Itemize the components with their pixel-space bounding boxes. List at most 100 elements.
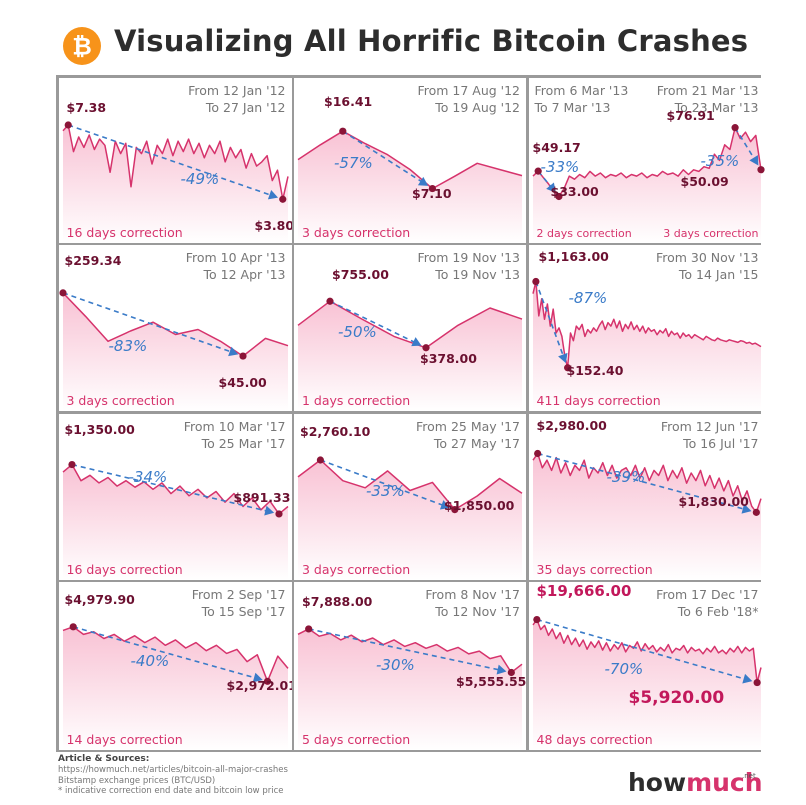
low-point-marker bbox=[753, 678, 761, 687]
bitcoin-logo-icon: ₿ bbox=[63, 27, 101, 65]
to-date: To 12 Nov '17 bbox=[435, 604, 520, 619]
date-range: From 30 Nov '13 To 14 Jan '15 bbox=[656, 249, 759, 283]
from-date: From 8 Nov '17 bbox=[425, 587, 520, 602]
price-area-fill bbox=[62, 124, 288, 243]
price-line bbox=[531, 126, 762, 197]
percent-change: -49% bbox=[180, 169, 220, 188]
low-price-label: $2,972.01 bbox=[226, 678, 292, 693]
to-date: To 25 Mar '17 bbox=[201, 435, 286, 451]
high-point-marker bbox=[534, 167, 542, 175]
date-range-1: From 6 Mar '13 To 7 Mar '13 bbox=[535, 82, 629, 116]
price-line bbox=[531, 618, 762, 684]
correction-arrowhead bbox=[263, 505, 274, 516]
high-price-label: $49.17 bbox=[532, 139, 581, 155]
percent-change: -33% bbox=[540, 157, 580, 176]
low-point-marker bbox=[563, 364, 571, 372]
percent-change: -34% bbox=[128, 467, 168, 486]
correction-arrowhead bbox=[545, 181, 556, 193]
correction-arrowhead bbox=[439, 499, 451, 509]
crash-panel-5: From 19 Nov '13 To 19 Nov '13 1 days corre… bbox=[294, 245, 526, 411]
price-area-fill bbox=[62, 292, 288, 411]
duration-label: 35 days correction bbox=[536, 561, 653, 577]
to-date: To 19 Nov '13 bbox=[435, 267, 520, 282]
price-line bbox=[297, 628, 523, 674]
high-point-marker bbox=[531, 277, 539, 286]
date-range: From 12 Jun '17 To 16 Jul '17 bbox=[661, 418, 759, 452]
correction-arrow-2 bbox=[733, 126, 756, 161]
source-line-url[interactable]: https://howmuch.net/articles/bitcoin-all… bbox=[58, 765, 288, 775]
duration-label-2: 3 days correction bbox=[663, 226, 759, 240]
price-area-fill bbox=[532, 619, 761, 750]
correction-arrowhead bbox=[411, 337, 422, 347]
crash-panel-3: From 6 Mar '13 To 7 Mar '13 From 21 Mar '1… bbox=[528, 77, 765, 243]
price-area-fill bbox=[62, 464, 288, 580]
howmuch-brand-logo: howmuch bbox=[628, 768, 763, 797]
high-point-marker bbox=[64, 120, 72, 129]
crash-chart-svg-10 bbox=[62, 623, 289, 750]
date-range: From 19 Nov '13 To 19 Nov '13 bbox=[417, 249, 520, 283]
price-area-fill bbox=[298, 130, 522, 243]
correction-arrow bbox=[62, 292, 233, 354]
to-date: To 19 Aug '12 bbox=[435, 99, 520, 115]
high-price-label: $7.38 bbox=[66, 99, 107, 115]
correction-arrow bbox=[72, 626, 257, 680]
low-price-label: $5,555.55 bbox=[456, 674, 526, 689]
price-area-fill bbox=[298, 301, 522, 411]
duration-label: 411 days correction bbox=[536, 393, 661, 408]
low-price-label: $891.33 bbox=[233, 489, 291, 505]
low-price-label: $33.00 bbox=[550, 183, 599, 199]
date-range: From 10 Apr '13 To 12 Apr '13 bbox=[186, 249, 286, 283]
high-price-label: $2,760.10 bbox=[300, 423, 371, 439]
crash-panel-9: From 12 Jun '17 To 16 Jul '17 35 days corr… bbox=[528, 413, 765, 580]
low-price-label: $152.40 bbox=[566, 363, 624, 378]
page-title: Visualizing All Horrific Bitcoin Crashes bbox=[114, 24, 749, 58]
crash-chart-svg-4 bbox=[58, 289, 288, 411]
correction-arrow bbox=[308, 628, 501, 671]
crash-panel-6: From 30 Nov '13 To 14 Jan '15 411 days cor… bbox=[528, 245, 765, 411]
correction-arrowhead bbox=[267, 189, 278, 199]
to-date: To 12 Apr '13 bbox=[203, 267, 286, 282]
crash-chart-svg-1 bbox=[61, 120, 289, 243]
from-date: From 30 Nov '13 bbox=[655, 250, 759, 265]
from-date: From 12 Jan '12 bbox=[188, 82, 286, 98]
percent-change: -83% bbox=[108, 337, 148, 355]
price-area-fill bbox=[298, 459, 522, 580]
high-point-marker bbox=[67, 460, 76, 468]
duration-label: 48 days correction bbox=[536, 732, 653, 747]
price-area-fill bbox=[532, 453, 761, 580]
from-date: From 10 Mar '17 bbox=[183, 418, 286, 434]
header: ₿ Visualizing All Horrific Bitcoin Crash… bbox=[56, 22, 776, 70]
low-point-marker bbox=[752, 508, 760, 516]
percent-change: -50% bbox=[338, 323, 377, 341]
to-date: To 27 May '17 bbox=[433, 435, 520, 451]
date-range: From 12 Jan '12 To 27 Jan '12 bbox=[188, 82, 285, 116]
from-date: From 17 Aug '12 bbox=[417, 82, 520, 98]
correction-arrowhead bbox=[741, 503, 752, 514]
duration-label: 14 days correction bbox=[66, 732, 183, 747]
high-price-label: $755.00 bbox=[332, 267, 389, 282]
price-line bbox=[62, 463, 288, 515]
crash-chart-svg-8 bbox=[297, 455, 523, 580]
from-date: From 25 May '17 bbox=[416, 418, 520, 434]
correction-arrowhead bbox=[227, 346, 238, 357]
date-range: From 10 Mar '17 To 25 Mar '17 bbox=[184, 418, 286, 452]
low-price-label: $7.10 bbox=[412, 185, 452, 201]
correction-arrow bbox=[67, 123, 273, 196]
low-price-label-2: $50.09 bbox=[680, 173, 729, 189]
low-point-marker bbox=[507, 668, 515, 677]
low-point-marker bbox=[422, 344, 430, 352]
price-area-fill bbox=[532, 281, 761, 411]
crash-chart-grid: From 12 Jan '12 To 27 Jan '12 16 days corr… bbox=[56, 75, 765, 752]
high-price-label: $4,979.90 bbox=[64, 592, 135, 607]
correction-arrowhead bbox=[252, 672, 263, 683]
from-date: From 19 Nov '13 bbox=[417, 250, 520, 265]
crash-chart-svg-6 bbox=[531, 277, 761, 411]
correction-arrow bbox=[534, 281, 565, 358]
correction-arrowhead bbox=[557, 352, 567, 364]
crash-panel-12: From 17 Dec '17 To 6 Feb '18* 48 days corr… bbox=[528, 582, 765, 750]
high-price-label-2: $76.91 bbox=[666, 107, 715, 123]
source-line-note: * indicative correction end date and bit… bbox=[58, 786, 284, 796]
correction-arrow bbox=[329, 300, 417, 344]
low-point-marker-2 bbox=[756, 165, 765, 173]
high-point-marker bbox=[58, 289, 67, 297]
